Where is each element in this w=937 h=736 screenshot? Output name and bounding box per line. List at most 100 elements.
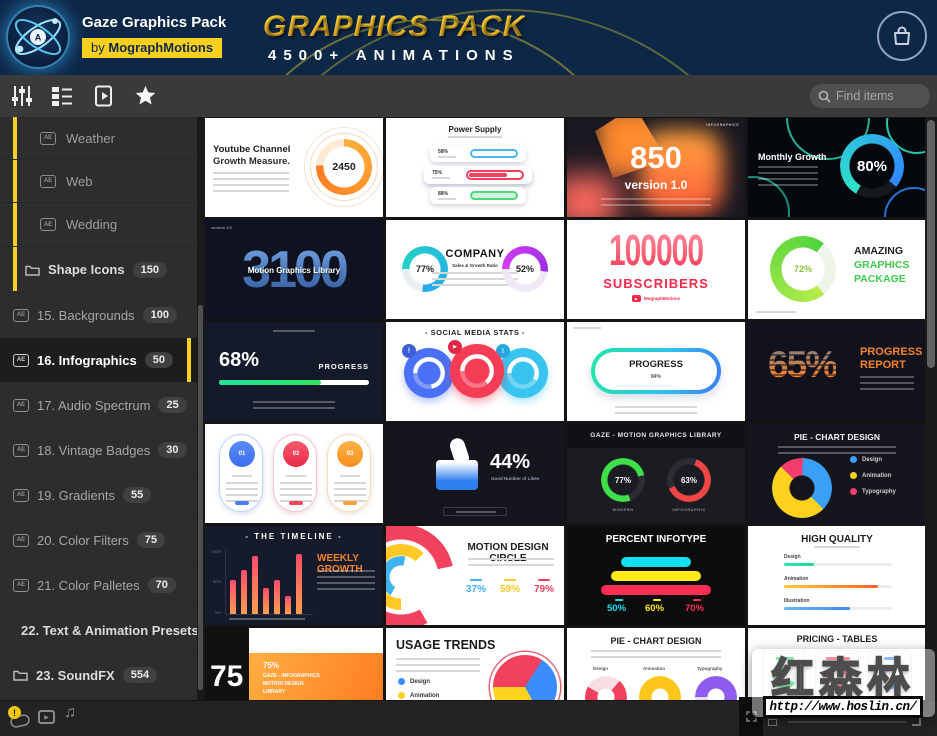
- music-button[interactable]: ♫: [64, 704, 76, 721]
- notifications-button[interactable]: !: [8, 706, 32, 728]
- legend-dot: [850, 488, 857, 495]
- grid-tile-company-ratio[interactable]: 77% COMPANY Sales & Growth Ratio 52%: [386, 220, 564, 319]
- grid-tile-timeline[interactable]: - THE TIMELINE - 100% 50% 0% WEEKLY GROW…: [205, 526, 383, 625]
- grid-tile-monthly-growth[interactable]: Monthly Growth 80%: [748, 118, 926, 217]
- grid-tile-3100-library[interactable]: version 3.0 3100 Motion Graphics Library: [205, 220, 383, 319]
- sidebar-item-infographics[interactable]: AE 16. Infographics 50: [0, 338, 197, 383]
- tile-line: AMAZING: [854, 245, 903, 257]
- tile-title: HIGH QUALITY: [801, 534, 873, 545]
- resize-corner-icon[interactable]: [912, 717, 921, 726]
- list-view-button[interactable]: [50, 84, 74, 108]
- sidebar-item-color-filters[interactable]: AE 20. Color Filters 75: [0, 518, 197, 563]
- grid-tile-progress-68[interactable]: 68% PROGRESS: [205, 322, 383, 421]
- social-circle-twitter: t: [496, 344, 548, 398]
- grid-tile-850-version[interactable]: INFOGRAPHICS 850 version 1.0: [567, 118, 745, 217]
- ph: [432, 272, 518, 286]
- sidebar-item-shape-icons[interactable]: Shape Icons 150: [0, 247, 197, 293]
- ph: [286, 475, 306, 477]
- deco: [653, 599, 661, 601]
- bar: [252, 556, 258, 614]
- ae-file-icon: AE: [40, 218, 56, 231]
- grid-tile-75-library[interactable]: 75 75% GAZE - INFOGRAPHICS MOTION DESIGN…: [205, 628, 383, 700]
- ph: [229, 618, 305, 620]
- step-number: 01: [229, 441, 255, 467]
- grid-tile-high-quality[interactable]: HIGH QUALITY Design Animation Illustrati…: [748, 526, 926, 625]
- count-badge: 70: [147, 577, 176, 593]
- deco: [567, 424, 745, 448]
- grid-tile-power-supply[interactable]: Power Supply 58% 75% 88%: [386, 118, 564, 217]
- grid-tile-three-steps[interactable]: 01 02 03: [205, 424, 383, 523]
- donut-gauge: [601, 458, 645, 502]
- grid-scroll-thumb[interactable]: [927, 120, 935, 368]
- ph: [280, 482, 312, 502]
- sidebar-item-color-palletes[interactable]: AE 21. Color Palletes 70: [0, 563, 197, 608]
- progress-track: [784, 563, 892, 566]
- grid-scrollbar[interactable]: [925, 117, 937, 700]
- sidebar-item-gradients[interactable]: AE 19. Gradients 55: [0, 473, 197, 518]
- grid-tile-pie-chart-white[interactable]: PIE - CHART DESIGN Design Animation Typo…: [567, 628, 745, 700]
- grid-tile-youtube-growth[interactable]: Youtube Channel Growth Measure. 2450: [205, 118, 383, 217]
- axis-label: 100%: [211, 549, 222, 554]
- grid-tile-social-media-stats[interactable]: - SOCIAL MEDIA STATS - f ▶ t: [386, 322, 564, 421]
- bar: [285, 596, 291, 614]
- grid-tile-gaze-library[interactable]: GAZE - MOTION GRAPHICS LIBRARY 77% MODER…: [567, 424, 745, 523]
- deco: [460, 354, 494, 388]
- expand-button[interactable]: [739, 697, 763, 736]
- sidebar-subitem-web[interactable]: AE Web: [0, 160, 197, 203]
- row-label: Design: [784, 554, 801, 560]
- sidebar-item-audio-spectrum[interactable]: AE 17. Audio Spectrum 25: [0, 383, 197, 428]
- grid-tile-motion-design-circle[interactable]: MOTION DESIGN CIRCLE 37% 59% 79%: [386, 526, 564, 625]
- social-circle-facebook: f: [402, 344, 454, 398]
- tile-value: 850: [630, 140, 682, 175]
- deco: [776, 657, 794, 660]
- sidebar-item-soundfx[interactable]: 23. SoundFX 554: [0, 653, 197, 698]
- progress-track: [219, 380, 369, 385]
- expand-icon: [745, 711, 757, 722]
- thumbnail-grid: Youtube Channel Growth Measure. 2450 Pow…: [205, 118, 926, 700]
- ae-file-icon: AE: [13, 578, 29, 592]
- deco: [615, 599, 623, 601]
- grid-tile-amazing-package[interactable]: 72% AMAZING GRAPHICS PACKAGE: [748, 220, 926, 319]
- timeline-scrubber[interactable]: [788, 721, 906, 723]
- favorites-button[interactable]: [133, 84, 157, 108]
- sidebar-subitem-weather[interactable]: AE Weather: [0, 117, 197, 160]
- grid-tile-pricing-tables[interactable]: PRICING - TABLES 43% 71% 85%: [748, 628, 926, 700]
- sidebar-scroll-thumb[interactable]: [198, 305, 203, 690]
- filters-sliders-button[interactable]: [10, 84, 34, 108]
- grid-tile-pie-chart-dark[interactable]: PIE - CHART DESIGN Design Animation Typo…: [748, 424, 926, 523]
- sidebar-item-text-animation-presets[interactable]: 22. Text & Animation Presets: [0, 608, 197, 653]
- ph: [438, 198, 456, 200]
- grid-tile-likes-44[interactable]: 44% Good Number of Likes: [386, 424, 564, 523]
- ph: [615, 406, 697, 414]
- search-input[interactable]: [836, 89, 920, 103]
- tile-corner-label: version 3.0: [211, 225, 232, 230]
- video-preview-button[interactable]: ▶: [38, 710, 55, 724]
- gauge-label: INFOGRAPHIC: [672, 507, 706, 512]
- grid-tile-percent-infotype[interactable]: PERCENT INFOTYPE 50% 60% 70%: [567, 526, 745, 625]
- svg-text:A: A: [35, 33, 42, 43]
- video-template-button[interactable]: [92, 84, 116, 108]
- grid-tile-progress-report[interactable]: 65% PROGRESS REPORT: [748, 322, 926, 421]
- search-box[interactable]: [810, 84, 930, 108]
- sidebar-item-vintage-badges[interactable]: AE 18. Vintage Badges 30: [0, 428, 197, 473]
- sliders-icon: [12, 86, 32, 106]
- grid-tile-subscribers[interactable]: 100000 SUBSCRIBERS ▶ MographMotions: [567, 220, 745, 319]
- gauge-value: 80%: [856, 157, 888, 175]
- sidebar-scrollbar[interactable]: [197, 117, 205, 700]
- sidebar-subitem-wedding[interactable]: AE Wedding: [0, 203, 197, 247]
- progress-track: [784, 585, 892, 588]
- sidebar-item-backgrounds[interactable]: AE 15. Backgrounds 100: [0, 293, 197, 338]
- shop-bag-button[interactable]: [877, 11, 927, 61]
- tile-label: PROGRESS: [629, 359, 683, 370]
- legend-label: Animation: [410, 692, 440, 699]
- count-badge: 30: [158, 442, 187, 458]
- tile-line: PACKAGE: [854, 273, 906, 285]
- restore-icon[interactable]: [768, 719, 777, 726]
- legend-item: Animation: [850, 472, 891, 479]
- tile-value: 100000: [567, 220, 745, 287]
- grid-tile-usage-trends[interactable]: USAGE TRENDS Design Animation: [386, 628, 564, 700]
- grid-tile-progress-capsule[interactable]: PROGRESS 84%: [567, 322, 745, 421]
- donut-gauge: [840, 134, 904, 198]
- item-label: 21. Color Palletes: [37, 577, 140, 593]
- deco: [225, 614, 313, 615]
